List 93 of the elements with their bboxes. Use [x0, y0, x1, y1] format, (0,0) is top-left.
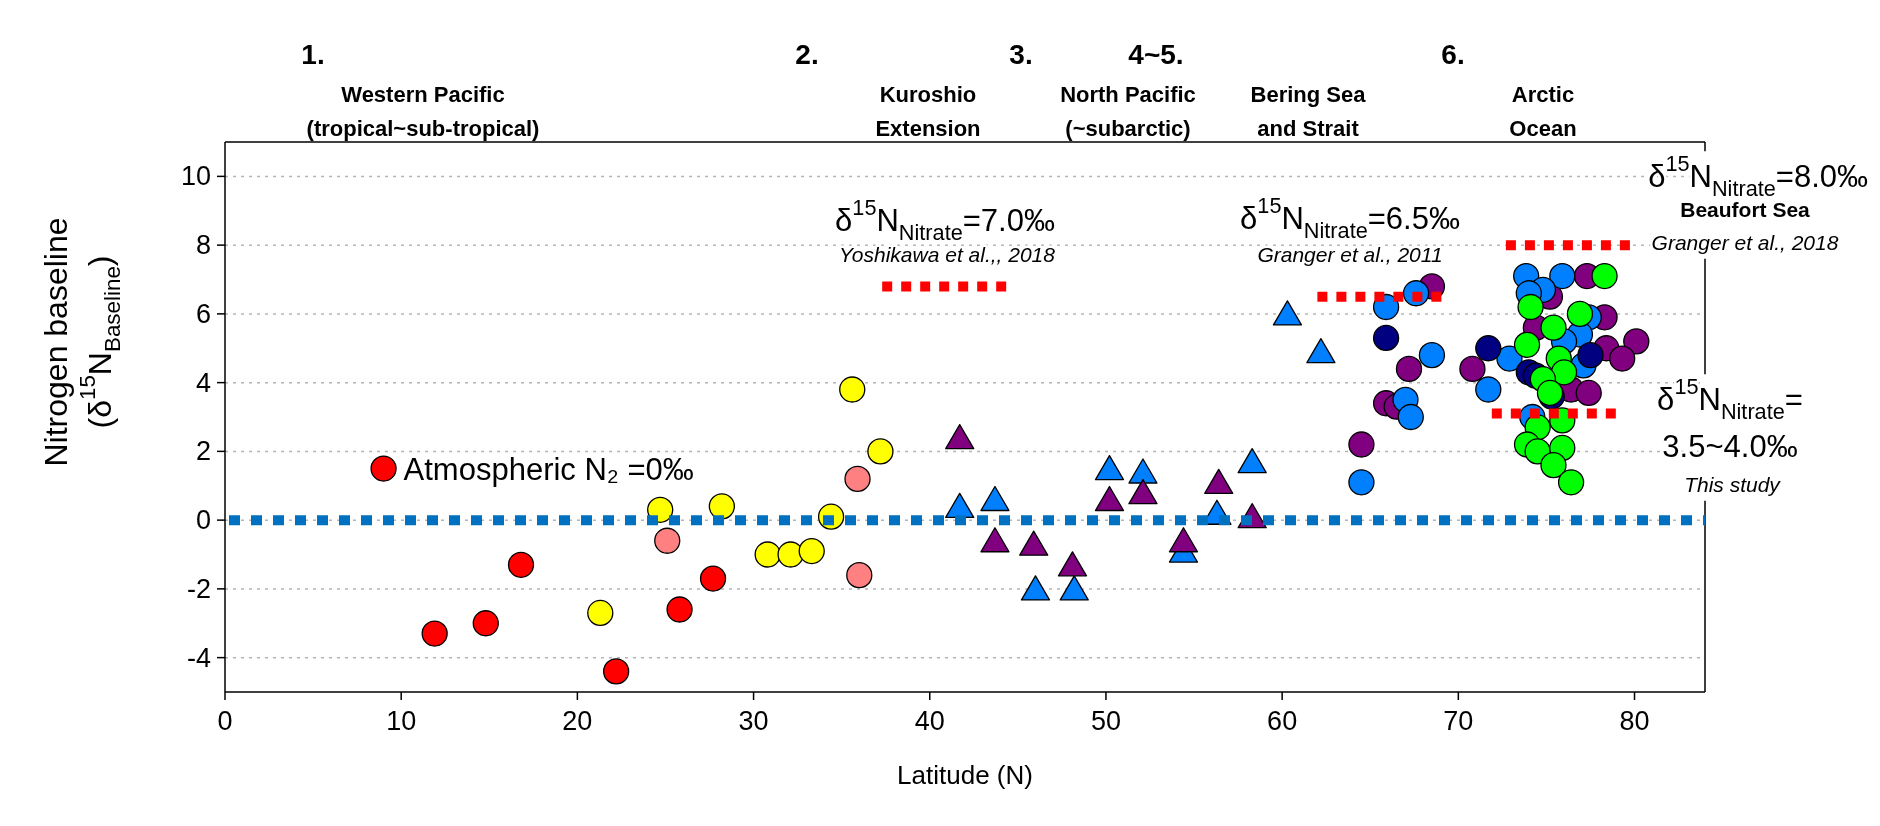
text: Bering Sea and Strait — [1250, 81, 1367, 141]
point — [699, 565, 727, 592]
point — [1475, 335, 1502, 362]
text: Arctic Ocean — [1509, 81, 1577, 141]
point — [1059, 575, 1089, 601]
point — [1020, 575, 1051, 601]
point — [1566, 300, 1594, 328]
y-tick-label: 0 — [195, 505, 211, 536]
point — [839, 376, 866, 403]
y-tick-label: 2 — [195, 436, 211, 467]
y-tick-label: -4 — [186, 642, 211, 673]
text: 6. — [1441, 38, 1465, 70]
annotation: This study — [1684, 472, 1782, 496]
point — [1540, 451, 1567, 479]
annotation: Granger et al., 2018 — [1651, 230, 1839, 254]
text: 4~5. — [1128, 38, 1184, 70]
point — [1395, 355, 1423, 383]
y-tick-label: 6 — [195, 298, 211, 329]
point — [1204, 468, 1234, 494]
point — [1272, 300, 1303, 326]
point — [1517, 293, 1544, 321]
annotation: δ$^{15}$N$_{Nitrate}$=6.5‰ — [1240, 193, 1460, 243]
text: North Pacific (~subarctic) — [1060, 81, 1196, 141]
point — [798, 537, 825, 565]
point — [846, 561, 873, 589]
point — [754, 541, 781, 568]
point — [1557, 469, 1585, 496]
point — [1549, 262, 1576, 290]
annotation: δ$^{15}$N$_{Nitrate}$= — [1657, 374, 1803, 424]
x-tick-label: 10 — [386, 706, 417, 736]
point — [1128, 478, 1158, 505]
point — [1057, 551, 1088, 577]
point — [472, 610, 499, 637]
point — [370, 455, 397, 482]
point — [1418, 341, 1446, 369]
point — [1623, 328, 1650, 355]
x-tick-label: 20 — [562, 706, 593, 736]
point — [980, 527, 1010, 553]
series-label: Atmospheric N₂ =0‰ — [403, 451, 694, 487]
annotation: δ$^{15}$N$_{Nitrate}$=7.0‰ — [835, 195, 1055, 245]
x-tick-label: 30 — [738, 706, 769, 736]
x-axis-title: Latitude (N) — [897, 760, 1033, 790]
point — [708, 493, 736, 520]
point — [1609, 345, 1636, 372]
point — [1094, 485, 1125, 512]
x-tick-label: 40 — [914, 706, 945, 736]
annotation: Granger et al., 2011 — [1257, 242, 1443, 266]
point — [507, 551, 535, 578]
point — [1094, 454, 1125, 481]
point — [1372, 324, 1400, 352]
point — [654, 527, 681, 554]
text: 3. — [1009, 38, 1033, 70]
point — [1397, 403, 1424, 431]
y-tick-label: 4 — [195, 367, 211, 398]
annotation: 3.5~4.0‰ — [1662, 428, 1798, 464]
x-tick-label: 60 — [1267, 706, 1298, 736]
point — [1459, 355, 1486, 383]
point — [602, 658, 630, 685]
point — [945, 423, 975, 450]
point — [1237, 448, 1267, 474]
point — [1575, 379, 1602, 407]
y-tick-label: -2 — [186, 573, 211, 604]
text: 2. — [795, 38, 819, 70]
point — [587, 599, 614, 627]
point — [1591, 262, 1618, 290]
point — [844, 465, 871, 493]
y-tick-label: 10 — [180, 161, 211, 192]
point — [1168, 527, 1199, 553]
point — [1550, 359, 1578, 386]
annotation: Yoshikawa et al.,, 2018 — [839, 242, 1056, 266]
x-tick-label: 80 — [1619, 706, 1650, 736]
point — [1128, 458, 1158, 484]
point — [980, 485, 1010, 512]
point — [945, 492, 975, 519]
point — [1348, 469, 1375, 496]
x-tick-label: 70 — [1443, 706, 1474, 736]
x-tick-label: 0 — [217, 706, 233, 736]
point — [1348, 431, 1375, 458]
point — [666, 596, 693, 623]
point — [1475, 376, 1502, 403]
text: 1. — [301, 38, 325, 70]
x-tick-label: 50 — [1090, 706, 1121, 736]
text: Kuroshio Extension — [875, 81, 981, 141]
text: Western Pacific (tropical~sub-tropical) — [306, 81, 540, 141]
y-tick-label: 8 — [195, 230, 211, 261]
point — [867, 438, 894, 465]
point — [1540, 314, 1567, 341]
point — [1306, 338, 1336, 364]
point — [1019, 530, 1049, 556]
point — [1513, 331, 1541, 358]
point — [421, 620, 448, 647]
point — [777, 541, 804, 568]
point — [1577, 341, 1604, 369]
